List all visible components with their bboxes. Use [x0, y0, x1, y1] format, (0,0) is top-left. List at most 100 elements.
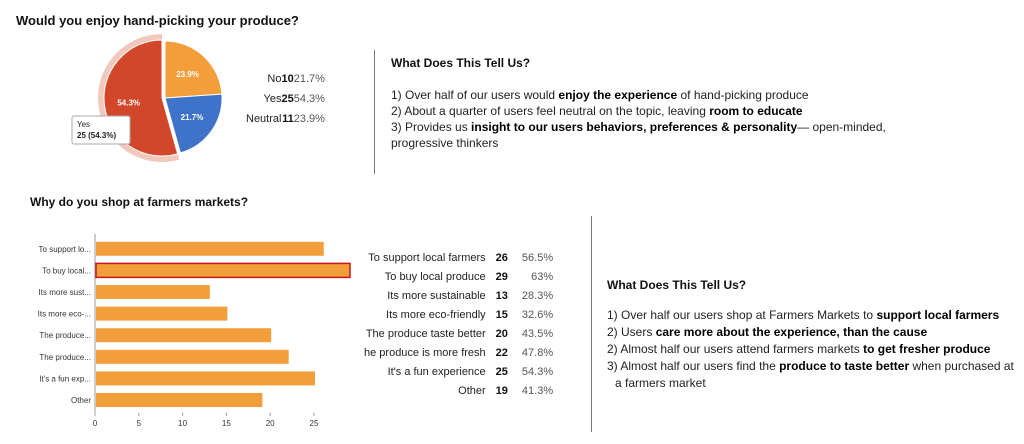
q2-stats-label: The produce taste better: [365, 327, 486, 340]
q2-stats-pct: 41.3%: [521, 384, 554, 397]
bar-category-label: It's a fun exp...: [39, 374, 91, 383]
q2-title: Why do you shop at farmers markets?: [30, 195, 249, 209]
bar-category-label: The produce...: [39, 353, 91, 362]
q2-s2b: care more about the experience, than the…: [655, 325, 928, 339]
bar-7[interactable]: [96, 393, 263, 407]
q1-title: Would you enjoy hand-picking your produc…: [16, 13, 299, 28]
q2-stats-row: he produce is more fresh 22 47.8%: [364, 343, 553, 362]
q2-stats-pct: 47.8%: [521, 346, 554, 359]
q2-stats-row: Its more sustainable 13 28.3%: [364, 286, 553, 305]
q2-summary-line-5: a farmers market: [615, 376, 706, 390]
bar-category-label: Its more eco-...: [38, 310, 91, 319]
q2-s4c: when purchased at: [909, 359, 1014, 373]
bar-category-label: To support lo...: [39, 245, 91, 254]
q1-stats-pct: 54.3%: [293, 93, 325, 105]
q2-stats-label: Its more sustainable: [387, 289, 486, 302]
q1-stats-pct: 23.9%: [293, 113, 325, 125]
q1-summary-line-2: 2) About a quarter of users feel neutral…: [391, 103, 931, 119]
q2-stats-count: 20: [495, 327, 508, 340]
q1-s1b: enjoy the experience: [558, 88, 678, 102]
q2-summary-line-1: 1) Over half our users shop at Farmers M…: [607, 307, 1019, 324]
q1-s1c: of hand-picking produce: [677, 88, 809, 102]
pie-tooltip-box: [71, 115, 131, 145]
q1-divider: [374, 50, 375, 174]
pie-tooltip: Yes 25 (54.3%): [71, 115, 131, 145]
q2-stats-label: To buy local produce: [384, 270, 486, 283]
bar-x-tick-label: 20: [266, 419, 275, 428]
bar-0[interactable]: [96, 241, 324, 256]
q2-stats-label: To support local farmers: [368, 251, 486, 264]
q2-s1a: 1) Over half our users shop at Farmers M…: [607, 308, 877, 322]
bar-category-label: Other: [71, 396, 91, 405]
pie-slice-no[interactable]: [164, 93, 223, 154]
q1-stats-row: No 10 21.7%: [246, 69, 325, 89]
q1-stats-table: No 10 21.7% Yes 25 54.3% Neutral 11 23.9%: [246, 69, 325, 129]
q2-s4a: 3) Almost half our users find the: [607, 359, 780, 373]
bar-x-tick-label: 10: [178, 419, 187, 428]
bar-3[interactable]: [96, 306, 228, 321]
pie-slice-label: 21.7%: [181, 113, 204, 122]
pie-slice-label: 54.3%: [117, 99, 140, 108]
q2-summary-line-2: 2) Users care more about the experience,…: [607, 324, 1019, 341]
q2-stats-label: Its more eco-friendly: [386, 308, 486, 321]
bar-x-tick-label: 5: [137, 419, 142, 428]
q1-summary-line-4: progressive thinkers: [391, 136, 499, 150]
bar-x-tick-label: 15: [222, 419, 231, 428]
q1-pie-chart: 23.9% 21.7% 54.3% Yes 25 (54.3%): [71, 34, 223, 162]
q2-stats-pct: 43.5%: [521, 327, 554, 340]
pie-slice-label: 23.9%: [176, 70, 199, 79]
q2-stats-row: It's a fun experience 25 54.3%: [364, 362, 554, 381]
q2-summary-heading: What Does This Tell Us?: [607, 278, 747, 292]
q2-divider: [591, 216, 592, 432]
q2-stats-pct: 56.5%: [521, 251, 554, 264]
q1-summary: What Does This Tell Us? 1) Over half of …: [391, 56, 931, 151]
q2-stats-label: It's a fun experience: [387, 365, 486, 378]
bar-6[interactable]: [96, 371, 315, 386]
q2-stats-label: he produce is more fresh: [364, 346, 486, 359]
q2-stats-pct: 54.3%: [521, 365, 554, 378]
q2-stats-count: 29: [495, 270, 508, 283]
q1-stats-count: 25: [281, 93, 294, 105]
bar-x-tick-label: 0: [93, 419, 98, 428]
q2-bar-chart: To support lo... To buy local... Its more …: [38, 234, 351, 428]
q2-stats-pct: 63%: [531, 270, 554, 283]
q2-s1b: support local farmers: [876, 308, 1000, 322]
q2-stats-row: To support local farmers 26 56.5%: [364, 248, 553, 267]
q2-s4b: produce to taste better: [779, 359, 910, 373]
bar-2[interactable]: [96, 285, 210, 299]
q1-stats-count: 10: [281, 73, 294, 85]
q1-summary-line-3: 3) Provides us insight to our users beha…: [391, 119, 931, 135]
q1-stats-count: 11: [282, 113, 294, 125]
q1-stats-label: No: [267, 73, 282, 85]
pie-tooltip-label: Yes: [77, 120, 90, 129]
pie-tooltip-value: 25 (54.3%): [77, 131, 116, 140]
bar-category-label: Its more sust...: [39, 288, 91, 297]
q2-s2a: 2) Users: [607, 325, 656, 339]
q1-s1a: 1) Over half of our users would: [391, 88, 559, 102]
q2-stats-table: To support local farmers 26 56.5% To buy lo…: [364, 248, 553, 400]
q2-stats-pct: 28.3%: [521, 289, 554, 302]
q1-s3c: — open-minded,: [797, 120, 886, 134]
bar-x-tick-label: 25: [310, 419, 319, 428]
q1-s2b: room to educate: [709, 104, 803, 118]
q2-stats-row: Its more eco-friendly 15 32.6%: [364, 305, 553, 324]
q1-stats-label: Neutral: [246, 113, 282, 125]
bar-5[interactable]: [96, 349, 289, 364]
q2-stats-row: To buy local produce 29 63%: [364, 267, 553, 286]
q2-s3b: to get fresher produce: [863, 342, 991, 356]
q2-stats-row: The produce taste better 20 43.5%: [364, 324, 553, 343]
q2-summary-line-4: 3) Almost half our users find the produc…: [607, 358, 1019, 375]
q2-stats-count: 13: [495, 289, 508, 302]
q2-stats-count: 15: [495, 308, 508, 321]
q2-stats-count: 19: [495, 384, 508, 397]
q1-s2a: 2) About a quarter of users feel neutral…: [391, 104, 710, 118]
q1-stats-row: Yes 25 54.3%: [246, 89, 325, 109]
bar-category-label: The produce...: [39, 331, 91, 340]
q1-stats-pct: 21.7%: [293, 73, 325, 85]
q2-stats-count: 22: [495, 346, 508, 359]
q2-summary-line-3: 2) Almost half our users attend farmers …: [607, 341, 1019, 358]
pie-slice-neutral[interactable]: [164, 40, 223, 99]
bar-1[interactable]: [95, 262, 351, 279]
bar-4[interactable]: [96, 328, 272, 343]
q1-stats-row: Neutral 11 23.9%: [246, 109, 325, 129]
